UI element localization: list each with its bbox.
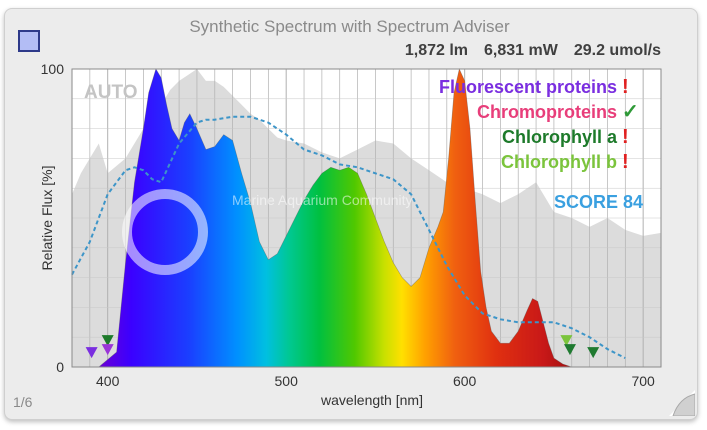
watermark-text: Marine Aquarium Community bbox=[232, 192, 413, 208]
page-curl-icon[interactable] bbox=[669, 390, 695, 416]
legend-entry-label: Chromoproteins bbox=[477, 102, 617, 122]
legend-status-icon: ! bbox=[622, 126, 629, 148]
marker-triangle-icon bbox=[563, 344, 576, 356]
stat-umol: 29.2 umol/s bbox=[573, 42, 661, 59]
marker-triangle-icon bbox=[101, 344, 114, 356]
spectrum-outline bbox=[98, 68, 572, 368]
stat-lumens: 1,872 lm bbox=[404, 42, 469, 59]
dashed-absorption-curve bbox=[71, 115, 626, 359]
x-axis-label: wavelength [nm] bbox=[320, 392, 423, 408]
score-label: SCORE 84 bbox=[554, 192, 643, 212]
plot-frame bbox=[71, 68, 662, 368]
x-tick-label: 700 bbox=[631, 373, 655, 389]
x-tick-label: 400 bbox=[96, 373, 120, 389]
x-tick-label: 500 bbox=[275, 373, 299, 389]
legend-status-icon: ✓ bbox=[622, 101, 639, 123]
legend-entry-label: Chlorophyll b bbox=[501, 152, 617, 172]
markers bbox=[85, 335, 600, 359]
y-axis-label: Relative Flux [%] bbox=[39, 165, 55, 270]
marker-triangle-icon bbox=[85, 347, 98, 359]
watermark: Marine Aquarium Community bbox=[122, 189, 413, 275]
x-tick-label: 600 bbox=[453, 373, 477, 389]
auto-label: AUTO bbox=[84, 82, 137, 103]
axes: 400 500 600 700 0 100 bbox=[41, 61, 662, 389]
legend: Fluorescent proteins !Chromoproteins ✓Chlo… bbox=[439, 76, 639, 173]
legend-status-icon: ! bbox=[622, 76, 629, 98]
legend-entry-label: Fluorescent proteins bbox=[439, 77, 617, 97]
page-indicator[interactable]: 1/6 bbox=[13, 394, 33, 410]
legend-entry-label: Chlorophyll a bbox=[502, 127, 618, 147]
y-tick-label: 100 bbox=[41, 61, 65, 77]
stats-readout: 1,872 lm 6,831 mW 29.2 umol/s bbox=[405, 42, 661, 60]
y-tick-label: 0 bbox=[56, 359, 64, 375]
stat-milliwatts: 6,831 mW bbox=[484, 42, 558, 59]
marker-triangle-icon bbox=[560, 335, 573, 347]
marker-triangle-icon bbox=[101, 335, 114, 347]
spectrum-area bbox=[98, 68, 572, 368]
watermark-swirl-icon bbox=[122, 189, 208, 275]
dashed-curve bbox=[71, 115, 626, 359]
legend-status-icon: ! bbox=[622, 151, 629, 173]
color-swatch-icon[interactable] bbox=[18, 30, 40, 52]
chart-title: Synthetic Spectrum with Spectrum Adviser bbox=[189, 17, 510, 36]
marker-triangle-icon bbox=[587, 347, 600, 359]
